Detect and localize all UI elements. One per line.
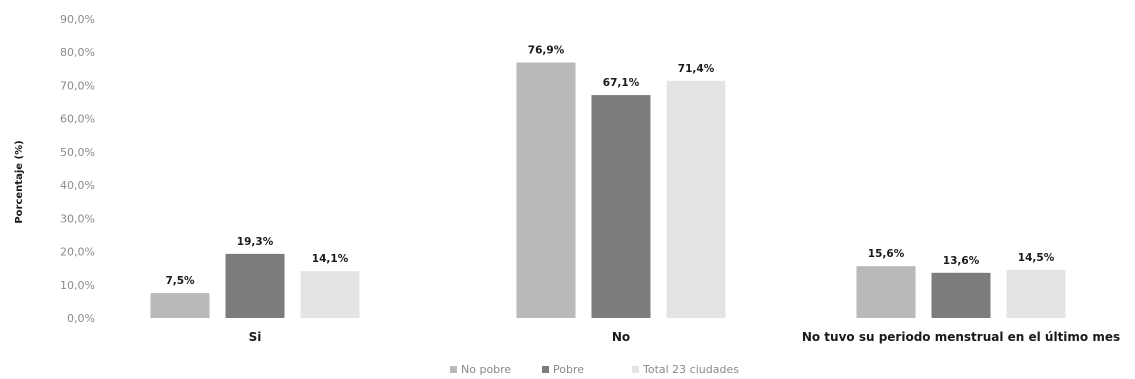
category-labels: Si No No tuvo su periodo menstrual en el ú… xyxy=(249,330,1121,344)
data-label: 67,1% xyxy=(603,77,640,89)
data-label: 13,6% xyxy=(943,255,980,267)
data-label: 14,5% xyxy=(1018,252,1055,264)
data-label: 71,4% xyxy=(678,63,715,75)
legend-swatch xyxy=(542,366,549,373)
data-label: 19,3% xyxy=(237,236,274,248)
legend-entry: Total 23 ciudades xyxy=(642,363,739,376)
y-tick-label: 50,0% xyxy=(60,146,95,159)
data-label: 14,1% xyxy=(312,253,349,265)
bar xyxy=(931,272,991,318)
y-tick-label: 80,0% xyxy=(60,46,95,59)
legend-entry: Pobre xyxy=(553,363,584,376)
data-label: 7,5% xyxy=(165,275,195,287)
category-label: No tuvo su periodo menstrual en el últim… xyxy=(802,330,1120,344)
category-label: Si xyxy=(249,330,262,344)
y-tick-label: 90,0% xyxy=(60,13,95,26)
legend-swatch xyxy=(450,366,457,373)
bar xyxy=(666,80,726,318)
legend-entry: No pobre xyxy=(461,363,511,376)
bar xyxy=(1006,269,1066,318)
category-label: No xyxy=(612,330,630,344)
bars: 7,5% 19,3% 14,1% 76,9% 67,1% 71,4% 15,6% 13,6% 1… xyxy=(150,45,1066,318)
y-tick-label: 60,0% xyxy=(60,113,95,126)
bar xyxy=(225,253,285,318)
y-tick-label: 10,0% xyxy=(60,279,95,292)
y-tick-label: 30,0% xyxy=(60,212,95,225)
y-tick-label: 40,0% xyxy=(60,179,95,192)
y-axis: 0,0% 10,0% 20,0% 30,0% 40,0% 50,0% 60,0% 70,0% 8… xyxy=(60,13,95,325)
y-tick-label: 20,0% xyxy=(60,246,95,259)
bar xyxy=(856,266,916,318)
bar xyxy=(300,271,360,318)
bar xyxy=(516,62,576,318)
bar xyxy=(591,95,651,318)
data-label: 76,9% xyxy=(528,45,565,57)
y-tick-label: 0,0% xyxy=(67,312,95,325)
y-axis-label: Porcentaje (%) xyxy=(14,140,25,223)
legend: No pobre Pobre Total 23 ciudades xyxy=(450,363,739,376)
bar xyxy=(150,293,210,318)
data-label: 15,6% xyxy=(868,248,905,260)
y-tick-label: 70,0% xyxy=(60,79,95,92)
legend-swatch xyxy=(632,366,639,373)
